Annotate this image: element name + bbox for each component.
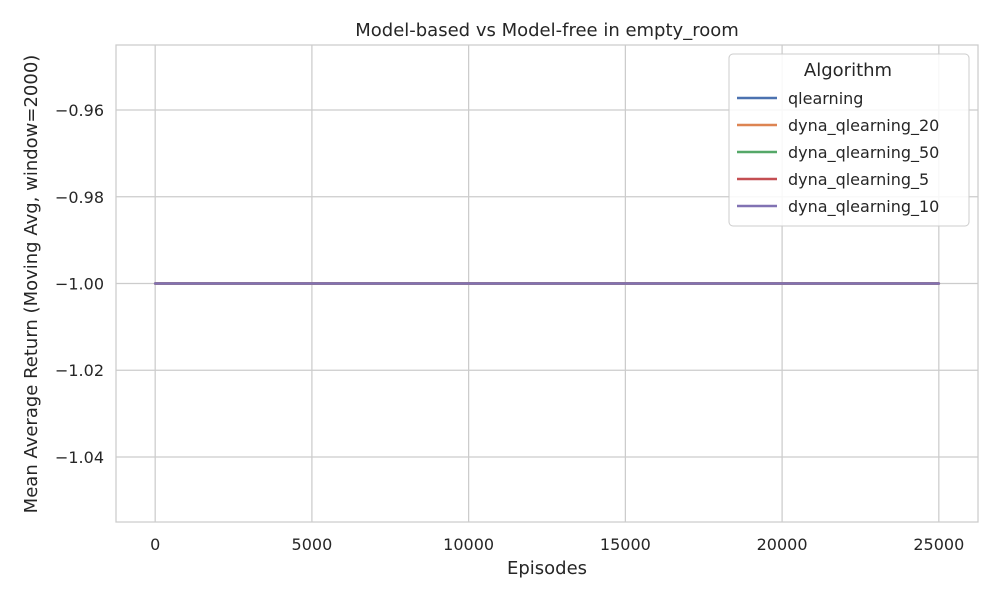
chart-title: Model-based vs Model-free in empty_room — [355, 20, 739, 41]
plot-frame — [115, 44, 979, 523]
y-tick-label: −0.98 — [55, 188, 104, 207]
x-tick-label: 15000 — [600, 535, 651, 554]
x-tick-label: 0 — [150, 535, 160, 554]
y-tick-label: −1.00 — [55, 275, 104, 294]
x-tick-label: 25000 — [913, 535, 964, 554]
legend-entries: qlearning dyna_qlearning_20 dyna_qlearning… — [737, 89, 939, 217]
legend-label: dyna_qlearning_20 — [788, 116, 939, 136]
legend-label: dyna_qlearning_50 — [788, 143, 939, 163]
y-tick-label: −1.04 — [55, 448, 104, 467]
y-tick-label: −0.96 — [55, 101, 104, 120]
legend: Algorithm qlearning dyna_qlearning_20dyna… — [728, 53, 970, 227]
legend-title: Algorithm — [804, 60, 892, 81]
x-axis-label: Episodes — [507, 558, 587, 579]
legend-label: qlearning — [788, 89, 863, 108]
legend-label: dyna_qlearning_10 — [788, 197, 939, 217]
y-tick-labels: −1.04 −1.02 −1.00 −0.98 −0.96 — [55, 101, 104, 467]
x-tick-label: 5000 — [292, 535, 333, 554]
x-tick-label: 20000 — [757, 535, 808, 554]
y-axis-label: Mean Average Return (Moving Avg, window=… — [21, 55, 42, 514]
legend-box — [728, 53, 970, 227]
y-tick-label: −1.02 — [55, 361, 104, 380]
x-tick-labels: 0 5000 10000 15000 20000 25000 — [150, 535, 964, 554]
legend-label: dyna_qlearning_5 — [788, 170, 929, 190]
x-tick-label: 10000 — [443, 535, 494, 554]
